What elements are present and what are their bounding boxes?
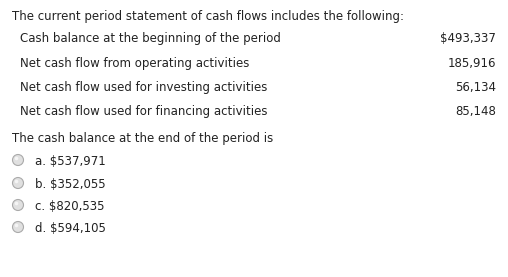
Text: 85,148: 85,148 <box>455 105 496 118</box>
Text: c. $820,535: c. $820,535 <box>35 200 105 213</box>
Circle shape <box>13 199 23 211</box>
Circle shape <box>15 157 18 160</box>
Text: $493,337: $493,337 <box>440 32 496 45</box>
Circle shape <box>13 222 23 232</box>
Circle shape <box>15 202 18 205</box>
Text: 56,134: 56,134 <box>455 81 496 94</box>
Circle shape <box>13 155 23 165</box>
Text: The current period statement of cash flows includes the following:: The current period statement of cash flo… <box>12 10 404 23</box>
Circle shape <box>15 180 18 183</box>
Text: 185,916: 185,916 <box>448 57 496 70</box>
Text: b. $352,055: b. $352,055 <box>35 178 106 191</box>
Circle shape <box>13 178 23 189</box>
Text: a. $537,971: a. $537,971 <box>35 155 106 168</box>
Text: Net cash flow used for investing activities: Net cash flow used for investing activit… <box>20 81 267 94</box>
Text: Net cash flow used for financing activities: Net cash flow used for financing activit… <box>20 105 268 118</box>
Text: Cash balance at the beginning of the period: Cash balance at the beginning of the per… <box>20 32 281 45</box>
Text: The cash balance at the end of the period is: The cash balance at the end of the perio… <box>12 132 273 145</box>
Circle shape <box>15 224 18 227</box>
Text: d. $594,105: d. $594,105 <box>35 222 106 235</box>
Text: Net cash flow from operating activities: Net cash flow from operating activities <box>20 57 249 70</box>
